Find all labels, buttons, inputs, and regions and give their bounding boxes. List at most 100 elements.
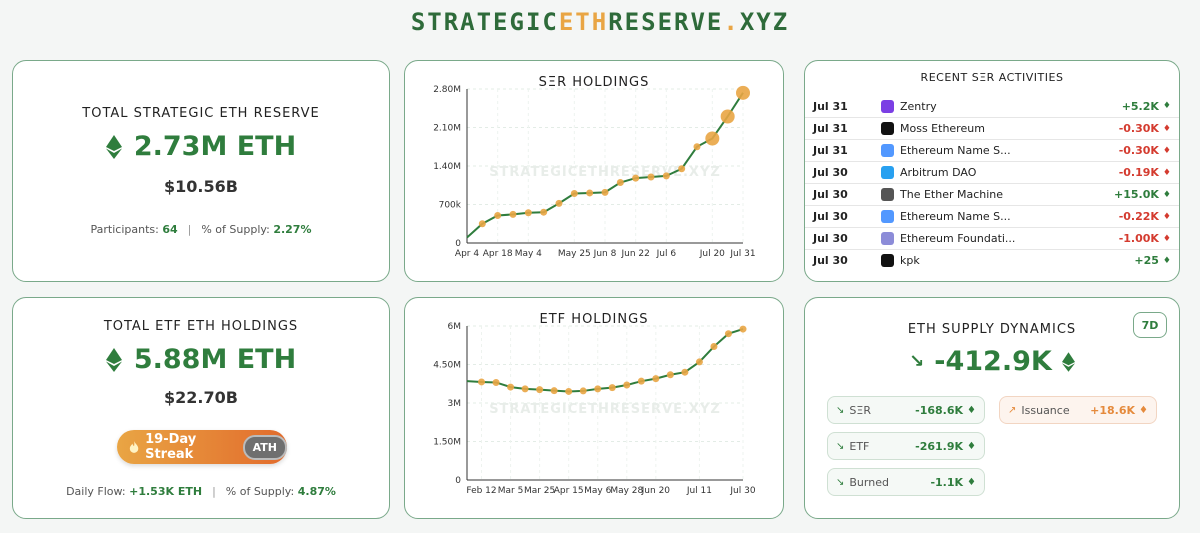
y-tick-label: 1.50M	[433, 438, 461, 448]
x-tick-label: Apr 4	[455, 249, 479, 259]
activity-row[interactable]: Jul 30 Ethereum Foundati... -1.00K ♦	[805, 227, 1179, 249]
data-point[interactable]	[579, 387, 587, 395]
ser-holdings-chart[interactable]: 0 700k 1.40M 2.10M 2.80M Apr 4 Apr 18 May 4 May …	[405, 61, 785, 283]
x-tick-label: Mar 5	[498, 486, 524, 496]
data-point[interactable]	[555, 199, 563, 207]
activity-value: -0.30K	[1118, 122, 1159, 135]
data-point[interactable]	[608, 384, 616, 392]
activity-row[interactable]: Jul 31 Moss Ethereum -0.30K ♦	[805, 117, 1179, 139]
site-logo[interactable]: STRATEGICETHRESERVE.XYZ	[410, 8, 790, 36]
data-point[interactable]	[536, 386, 544, 394]
y-tick-label: 4.50M	[433, 361, 461, 371]
eth-icon: ♦	[1162, 123, 1171, 134]
activities-title: RECENT SΞR ACTIVITIES	[920, 71, 1064, 84]
pill-label: Burned	[849, 475, 889, 489]
data-point[interactable]	[616, 179, 624, 186]
data-point[interactable]	[693, 143, 701, 151]
data-point[interactable]	[492, 378, 500, 386]
ser-usd: $10.56B	[164, 177, 238, 196]
trend-down-icon: ↘	[836, 476, 845, 488]
data-point[interactable]	[695, 358, 703, 366]
etf-amount: 5.88M ETH	[133, 344, 297, 375]
data-point[interactable]	[678, 165, 686, 173]
activity-date: Jul 30	[813, 166, 848, 179]
etf-pill: ↘ ETF -261.9K ♦	[827, 432, 985, 460]
x-tick-label: Jul 20	[699, 249, 725, 259]
etf-total-card: TOTAL ETF ETH HOLDINGS 5.88M ETH $22.70B…	[12, 297, 390, 519]
activity-name: Ethereum Foundati...	[900, 232, 1016, 245]
data-point[interactable]	[710, 343, 718, 351]
eth-icon	[1061, 351, 1075, 372]
supply-value: -412.9K	[934, 346, 1052, 377]
data-point[interactable]	[637, 377, 645, 385]
data-point[interactable]	[509, 210, 517, 218]
y-tick-label: 2.80M	[433, 85, 461, 95]
ens-icon	[881, 210, 894, 223]
data-point[interactable]	[652, 375, 660, 383]
activity-row[interactable]: Jul 30 kpk +25 ♦	[805, 249, 1179, 271]
supply-title: ETH SUPPLY DYNAMICS	[907, 322, 1077, 337]
activity-name: Ethereum Name S...	[900, 210, 1011, 223]
x-tick-label: Jun 20	[641, 486, 671, 496]
streak-badge[interactable]: 19-Day Streak ATH	[117, 430, 287, 464]
activity-name: Zentry	[900, 99, 937, 113]
divider: |	[212, 485, 216, 498]
trend-down-icon: ↘	[836, 440, 845, 452]
activity-row[interactable]: Jul 30 The Ether Machine +15.0K ♦	[805, 183, 1179, 205]
burned-pill: ↘ Burned -1.1K ♦	[827, 468, 985, 496]
x-tick-label: Jun 8	[593, 249, 617, 259]
data-point[interactable]	[570, 190, 578, 197]
zentry-icon	[881, 99, 894, 113]
activity-row[interactable]: Jul 30 Arbitrum DAO -0.19K ♦	[805, 161, 1179, 183]
data-point[interactable]	[623, 381, 631, 389]
activity-row[interactable]: Jul 30 Ethereum Name S... -0.22K ♦	[805, 205, 1179, 227]
data-point[interactable]	[478, 220, 486, 228]
etf-usd: $22.70B	[164, 388, 238, 407]
period-toggle[interactable]: 7D	[1133, 312, 1167, 338]
data-point[interactable]	[524, 209, 532, 217]
pill-value: +18.6K	[1090, 403, 1136, 417]
trend-up-icon: ↗	[1008, 404, 1017, 416]
x-tick-label: Jul 6	[656, 249, 677, 259]
data-point[interactable]	[478, 378, 486, 386]
data-point[interactable]	[736, 85, 750, 100]
data-point[interactable]	[521, 385, 529, 393]
activity-row[interactable]: Jul 31 Ethereum Name S... -0.30K ♦	[805, 139, 1179, 161]
y-tick-label: 0	[455, 476, 461, 486]
etf-title: TOTAL ETF ETH HOLDINGS	[103, 319, 299, 334]
y-tick-label: 1.40M	[433, 162, 461, 172]
data-point[interactable]	[647, 173, 655, 181]
x-tick-label: Jul 30	[729, 486, 755, 496]
watermark: STRATEGICETHRESERVE.XYZ	[489, 165, 721, 180]
data-point[interactable]	[662, 172, 670, 180]
x-tick-label: May 28	[610, 486, 643, 496]
data-point[interactable]	[494, 212, 502, 219]
data-point[interactable]	[724, 330, 732, 338]
supply-dynamics-card: ETH SUPPLY DYNAMICS 7D ↘ -412.9K ↘ SΞR -…	[804, 297, 1180, 519]
data-point[interactable]	[565, 387, 573, 395]
trend-down-icon: ↘	[909, 351, 925, 372]
participants-label: Participants:	[90, 223, 159, 236]
data-point[interactable]	[550, 387, 558, 395]
supply-label: % of Supply:	[201, 223, 270, 236]
ether-machine-icon	[881, 188, 894, 201]
x-tick-label: Jul 31	[729, 249, 755, 259]
data-point[interactable]	[666, 371, 674, 379]
pill-value: -1.1K	[930, 475, 964, 489]
activity-row[interactable]: Jul 31 Zentry +5.2K ♦	[805, 95, 1179, 117]
data-point[interactable]	[586, 189, 594, 197]
moss-icon	[881, 122, 894, 135]
data-point[interactable]	[540, 208, 548, 216]
data-point[interactable]	[632, 174, 640, 182]
data-point[interactable]	[507, 383, 515, 391]
data-point[interactable]	[705, 131, 720, 146]
activity-value: +15.0K	[1114, 188, 1159, 201]
data-point[interactable]	[739, 325, 747, 333]
activities-list: Jul 31 Zentry +5.2K ♦ Jul 31 Moss Ethereum -0.…	[805, 95, 1179, 271]
etf-footer: Daily Flow: +1.53K ETH | % of Supply: 4.…	[13, 485, 389, 498]
data-point[interactable]	[601, 188, 609, 196]
data-point[interactable]	[594, 385, 602, 393]
data-point[interactable]	[681, 368, 689, 376]
data-point[interactable]	[720, 109, 735, 124]
